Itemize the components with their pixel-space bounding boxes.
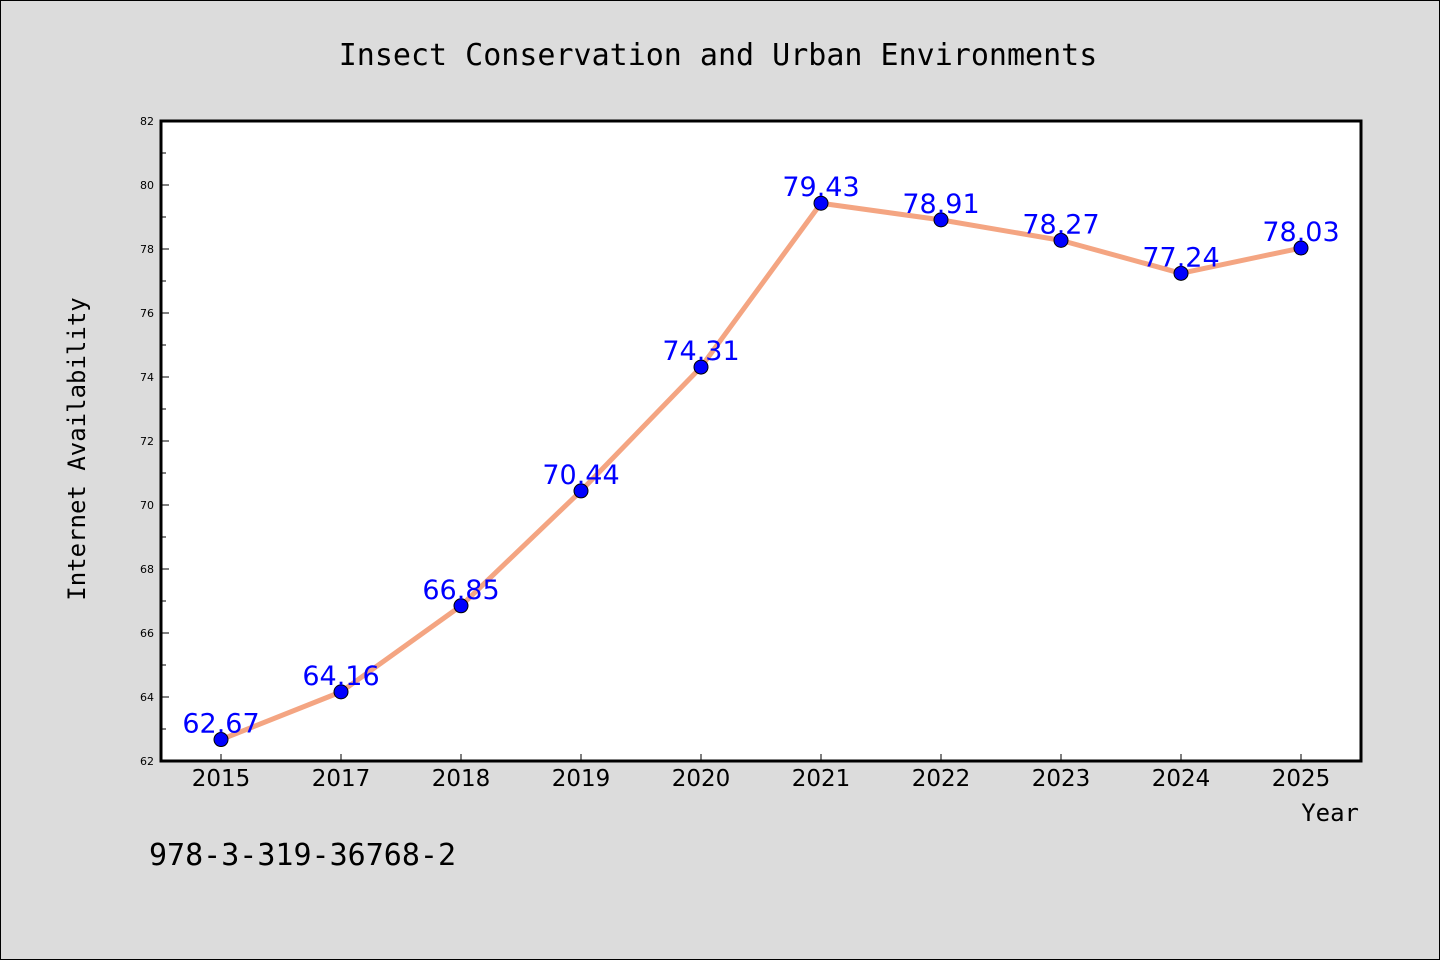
data-point xyxy=(213,732,229,748)
x-tick-label: 2015 xyxy=(192,766,251,792)
x-tick-label: 2019 xyxy=(552,766,611,792)
x-tick-label: 2020 xyxy=(672,766,731,792)
data-point xyxy=(1173,265,1189,281)
y-tick-label: 66 xyxy=(140,627,154,640)
data-point xyxy=(333,684,349,700)
series-group: 62.67 64.16 66.85 70.44 74.31 79.43 78.91 78.27… xyxy=(182,172,1340,748)
data-point xyxy=(933,212,949,228)
series-line xyxy=(220,200,1302,742)
data-label: 64.16 xyxy=(302,661,379,692)
data-label: 78.03 xyxy=(1262,217,1339,248)
y-tick-label: 80 xyxy=(140,179,154,192)
y-tick-label: 74 xyxy=(140,371,154,384)
data-label: 79.43 xyxy=(782,172,859,203)
x-tick-label: 2017 xyxy=(312,766,371,792)
data-point xyxy=(813,195,829,211)
isbn-annotation: 978-3-319-36768-2 xyxy=(149,838,456,873)
y-tick-label: 72 xyxy=(140,435,154,448)
chart-title: Insect Conservation and Urban Environmen… xyxy=(339,38,1098,73)
plot-area xyxy=(159,119,1363,763)
data-point xyxy=(453,598,469,614)
data-point xyxy=(1293,240,1309,256)
x-tick-label: 2023 xyxy=(1032,766,1091,792)
y-tick-label: 62 xyxy=(140,755,154,768)
x-tick-label: 2025 xyxy=(1272,766,1331,792)
x-tick-label: 2021 xyxy=(792,766,851,792)
y-axis-ticks: 62 64 66 68 70 72 74 76 78 80 82 xyxy=(140,115,169,768)
data-point xyxy=(693,359,709,375)
data-label: 77.24 xyxy=(1142,242,1219,273)
y-tick-label: 78 xyxy=(140,243,154,256)
data-label: 74.31 xyxy=(662,336,739,367)
x-tick-label: 2018 xyxy=(432,766,491,792)
y-axis-label: Internet Availability xyxy=(63,297,91,600)
data-point xyxy=(573,483,589,499)
data-label: 66.85 xyxy=(422,575,499,606)
y-tick-label: 70 xyxy=(140,499,154,512)
data-label: 78.27 xyxy=(1022,209,1099,240)
y-tick-label: 68 xyxy=(140,563,154,576)
y-tick-label: 82 xyxy=(140,115,154,128)
y-tick-label: 76 xyxy=(140,307,154,320)
data-label: 62.67 xyxy=(182,709,259,740)
data-point xyxy=(1053,232,1069,248)
data-label: 70.44 xyxy=(542,460,619,491)
x-axis-ticks: 2015 2017 2018 2019 2020 2021 2022 2023 2024 2025 xyxy=(192,754,1331,792)
data-label: 78.91 xyxy=(902,189,979,220)
x-tick-label: 2024 xyxy=(1152,766,1211,792)
y-tick-label: 64 xyxy=(140,691,154,704)
x-axis-label: Year xyxy=(1301,799,1359,827)
x-tick-label: 2022 xyxy=(912,766,971,792)
